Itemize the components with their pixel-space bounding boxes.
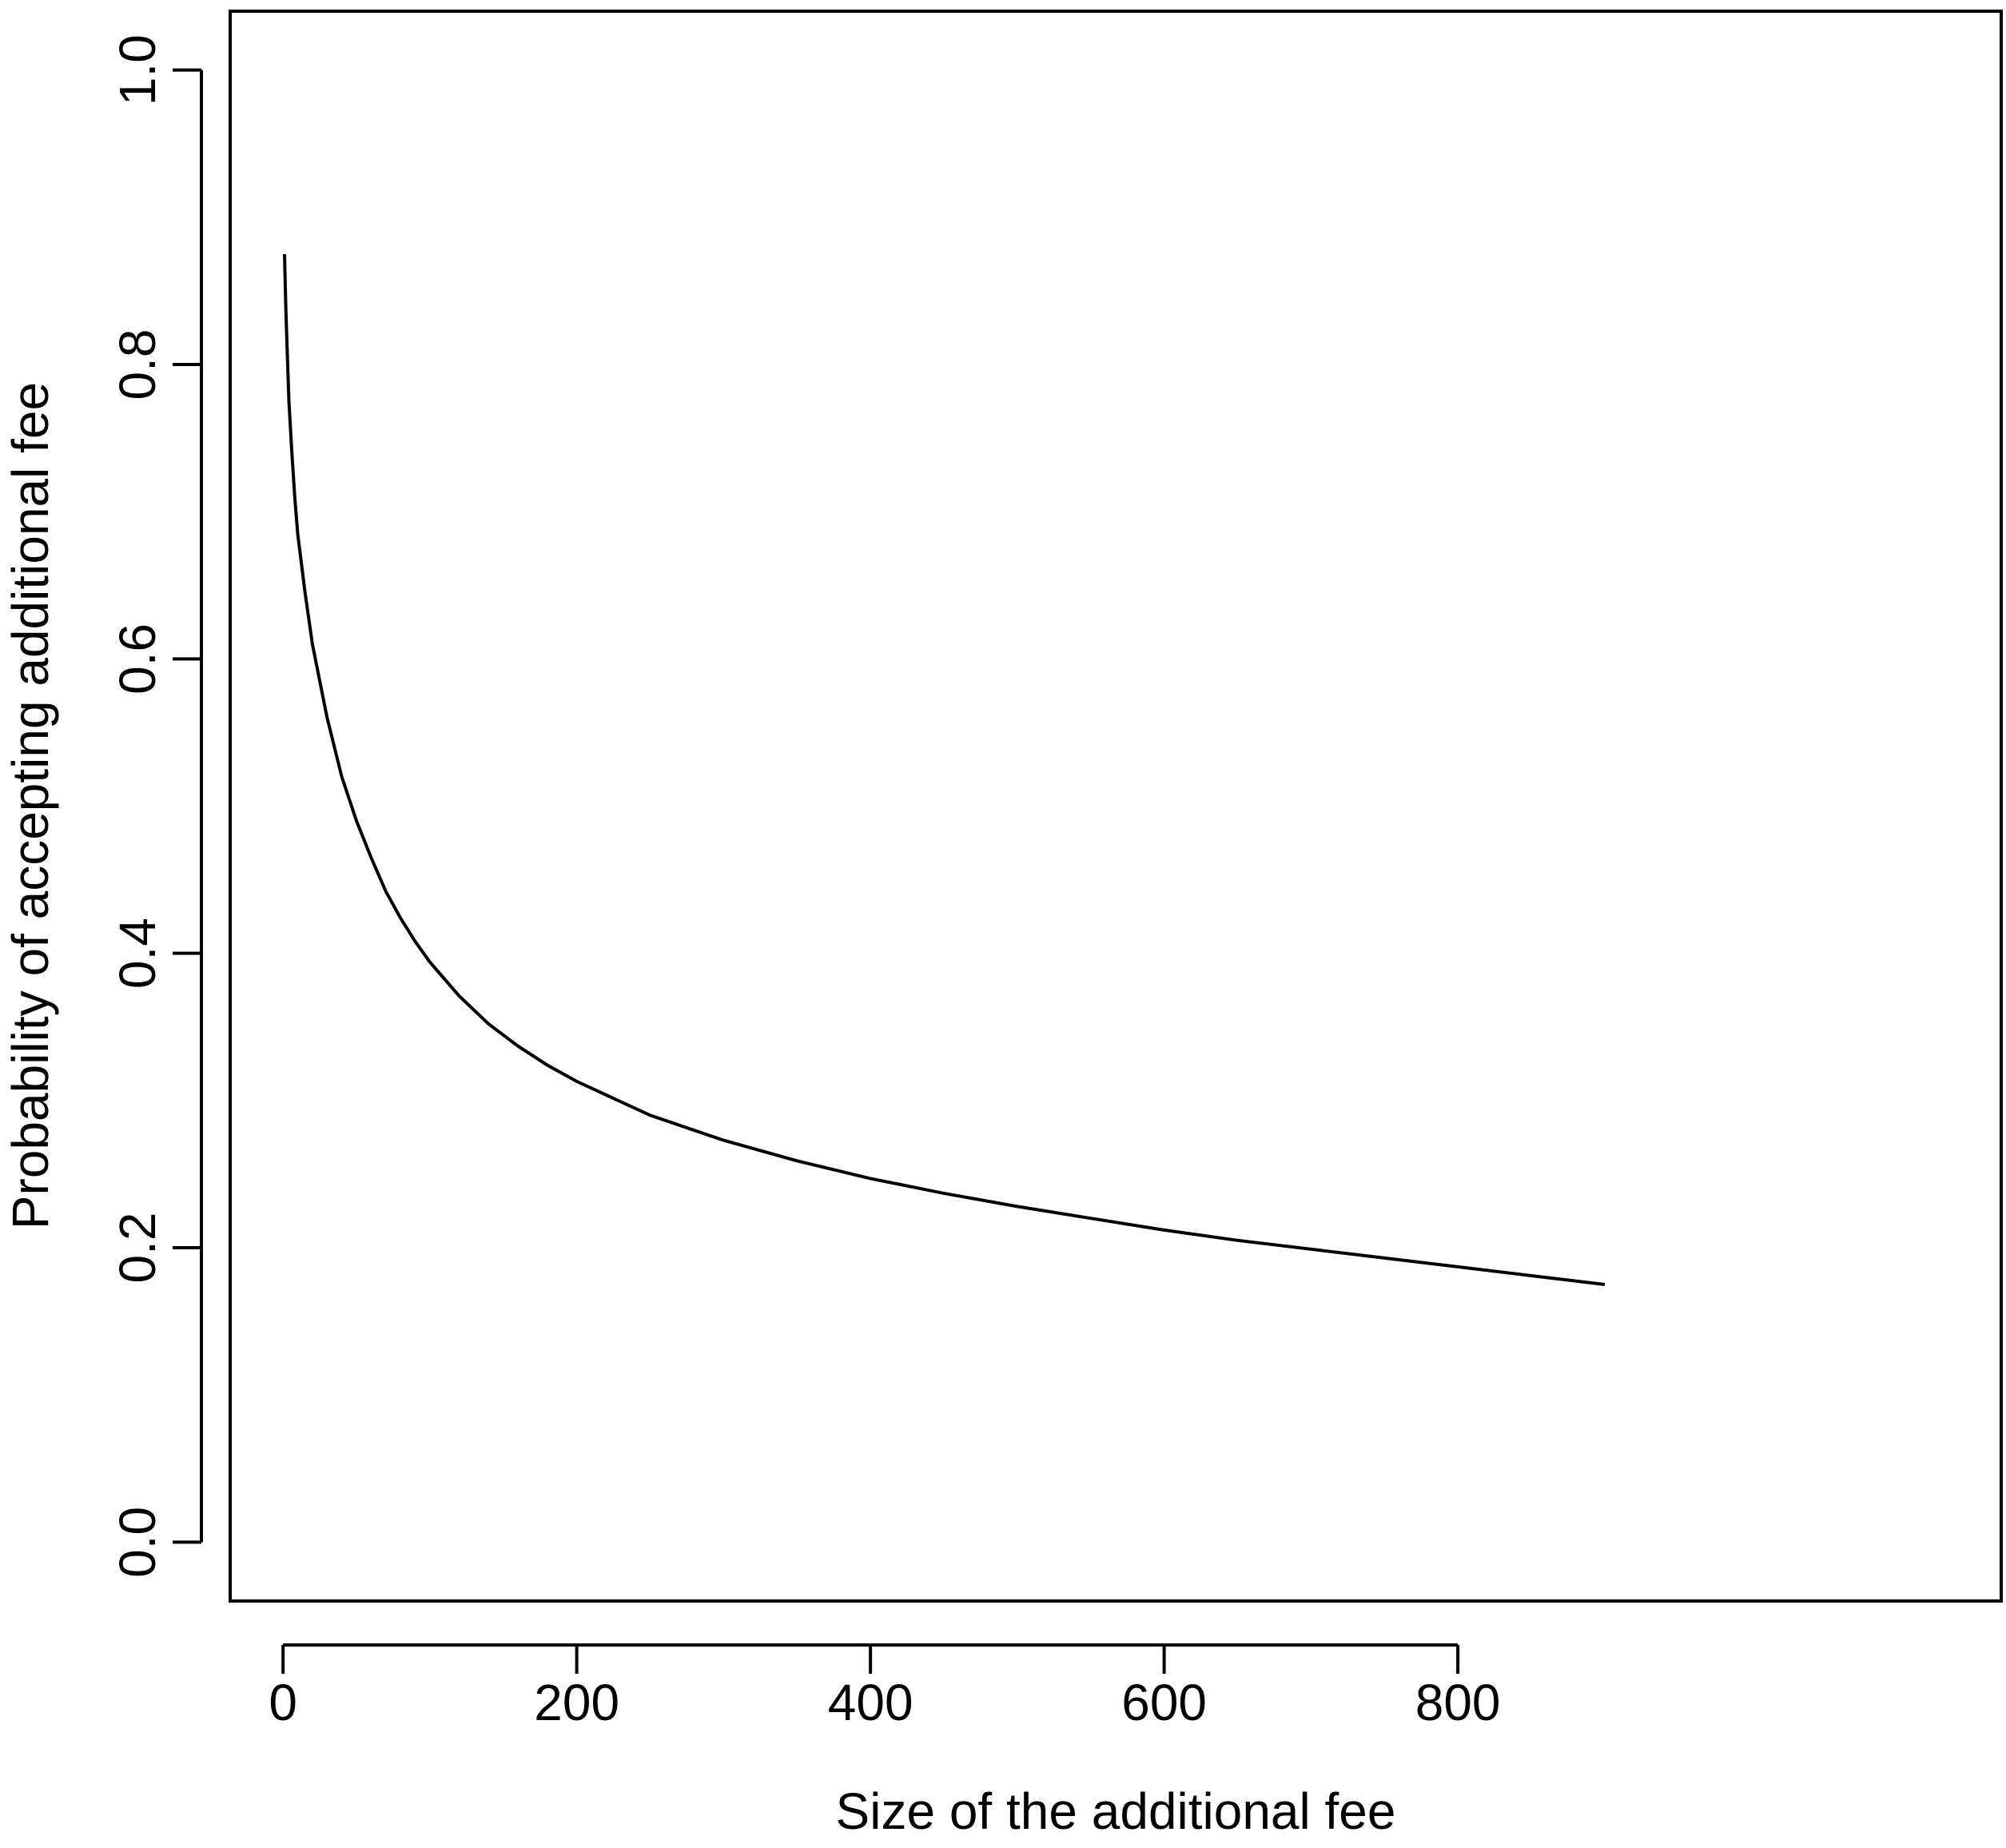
x-tick-label: 600	[1121, 1674, 1207, 1731]
y-axis: 0.0 0.2 0.4 0.6 0.8 1.0	[109, 34, 203, 1578]
x-tick-label: 400	[828, 1674, 913, 1731]
y-tick-label: 0.8	[109, 329, 166, 400]
x-axis: 0 200 400 600 800	[269, 1643, 1501, 1731]
series-line	[283, 253, 1606, 1286]
y-tick-label: 1.0	[109, 34, 166, 106]
plot-frame	[229, 10, 2003, 1603]
x-tick-label: 0	[269, 1674, 297, 1731]
y-tick-label: 0.4	[109, 918, 166, 989]
y-tick-label: 0.6	[109, 623, 166, 695]
x-axis-title: Size of the additional fee	[836, 1782, 1396, 1840]
y-tick-label: 0.2	[109, 1213, 166, 1284]
y-axis-title: Probability of accepting additional fee	[2, 382, 59, 1229]
y-tick-label: 0.0	[109, 1507, 166, 1578]
x-tick-label: 800	[1415, 1674, 1501, 1731]
x-tick-label: 200	[534, 1674, 619, 1731]
